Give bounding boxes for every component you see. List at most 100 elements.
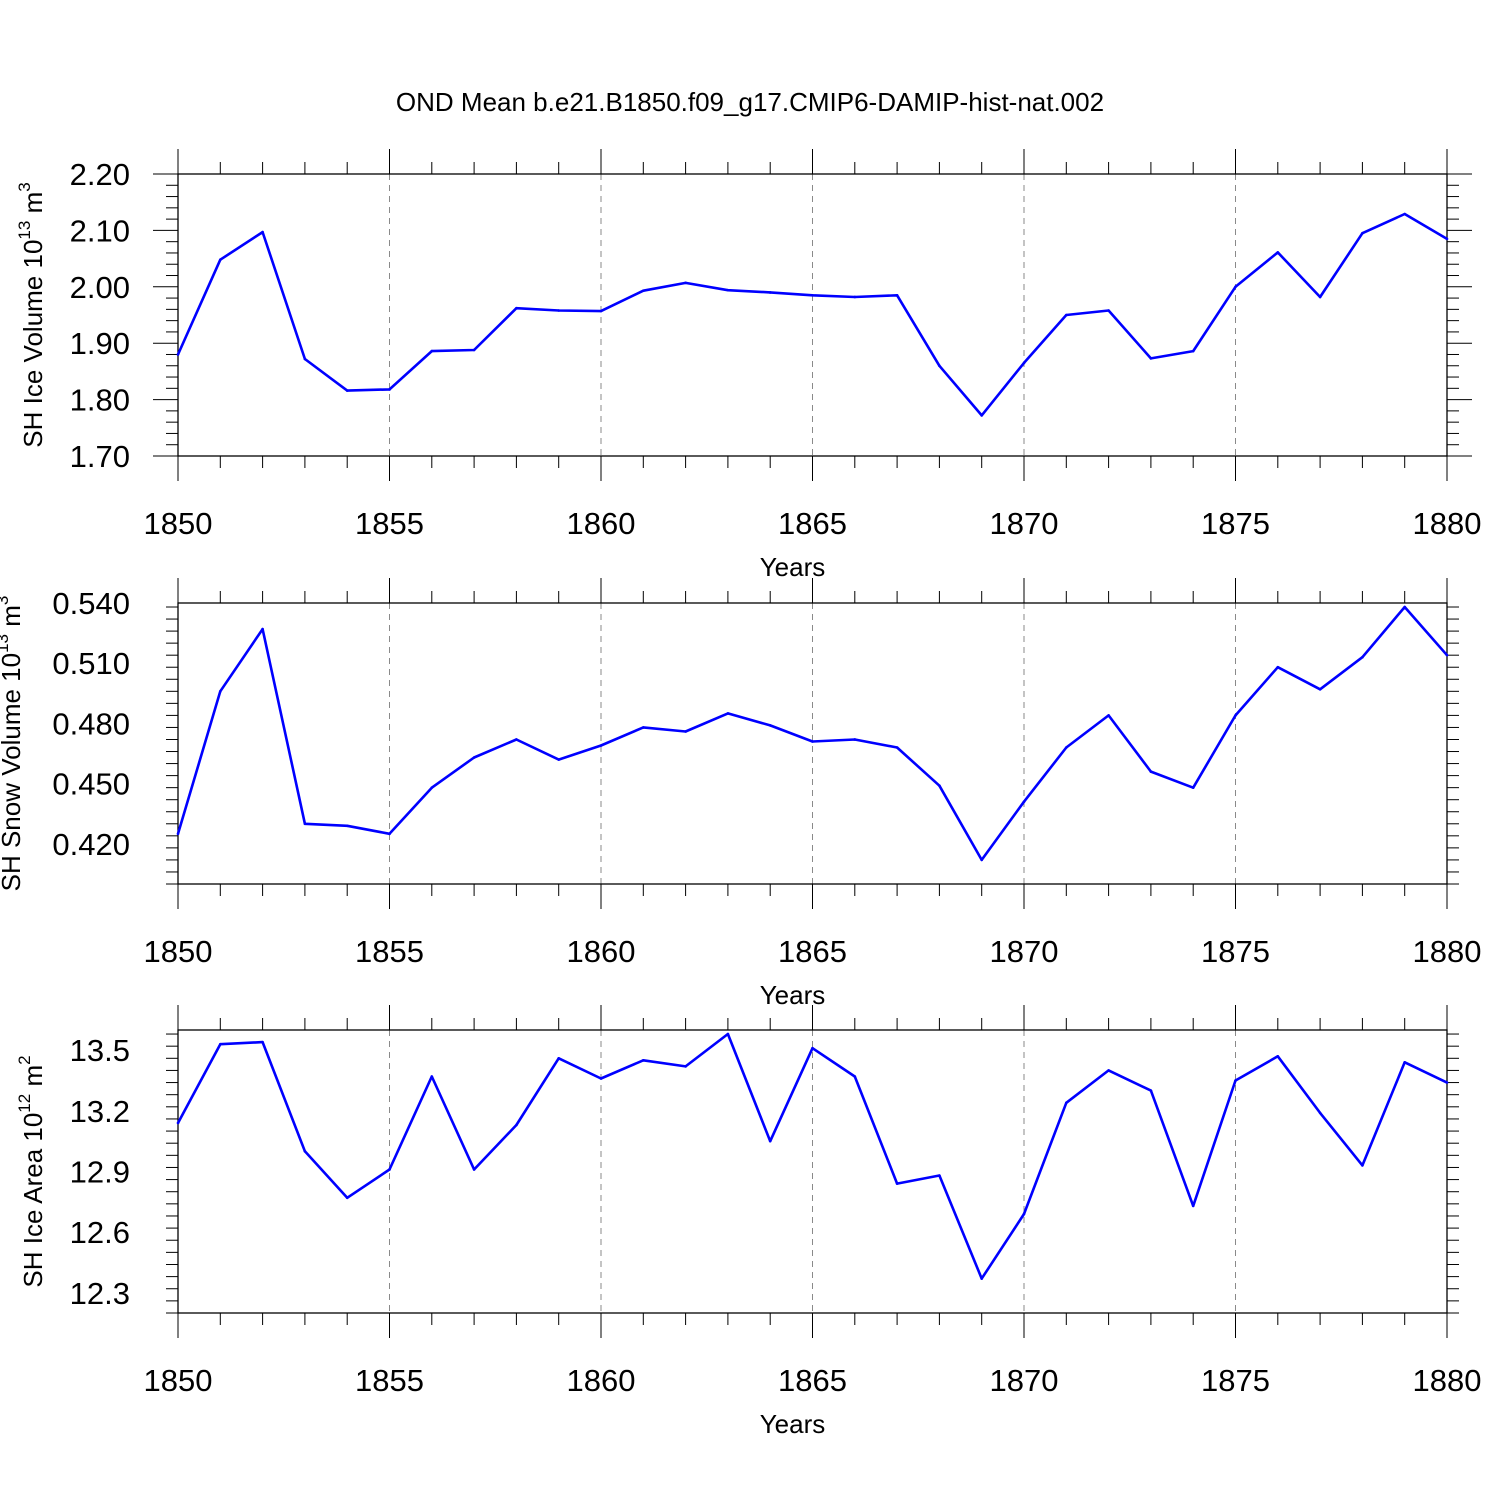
p0-x-tick-label-1860: 1860	[567, 506, 636, 541]
p0-data-point-1854	[345, 389, 349, 392]
p0-data-point-1871	[1065, 313, 1068, 317]
p0-y-tick-label-2: 1.90	[70, 326, 130, 361]
p2-plot-frame	[177, 1029, 1448, 1314]
p1-y-label-unit: m	[0, 605, 26, 634]
p1-x-axis-label: Years	[760, 980, 826, 1010]
p0-data-point-1877	[1318, 295, 1322, 299]
p0-data-point-1862	[684, 281, 687, 285]
p2-data-point-1869	[980, 1277, 983, 1280]
p2-data-point-1857	[472, 1168, 476, 1171]
panel-ice-volume: 1.70 1.80 1.90 2.00 2.10 2.20 1850 1855 1860 1865…	[15, 149, 1481, 582]
p1-data-point-1857	[472, 756, 476, 759]
p0-data-point-1855	[388, 388, 391, 391]
p1-data-point-1873	[1149, 770, 1153, 773]
p2-data-point-1870	[1022, 1212, 1026, 1216]
p2-data-point-1871	[1065, 1101, 1068, 1105]
p2-y-tick-label-4: 13.5	[70, 1033, 130, 1068]
p1-data-point-1876	[1276, 665, 1280, 669]
p2-data-point-1866	[853, 1075, 857, 1078]
p1-data-point-1868	[938, 784, 941, 787]
p2-y-label-base: SH Ice Area 10	[18, 1113, 48, 1288]
p0-data-point-1858	[515, 306, 518, 310]
p2-data-point-1867	[895, 1182, 899, 1185]
p1-data-point-1852	[261, 627, 264, 631]
p2-data-point-1855	[388, 1168, 391, 1171]
p1-data-point-1874	[1191, 786, 1195, 789]
panel-snow-volume: 0.420 0.450 0.480 0.510 0.540 1850 1855 1860 186…	[0, 578, 1481, 1010]
p1-data-point-1880	[1445, 653, 1449, 657]
p1-x-tick-label-1875: 1875	[1201, 934, 1270, 969]
p0-y-tick-label-1: 1.80	[70, 383, 130, 418]
p0-data-point-1860	[599, 309, 603, 313]
p0-plot-frame	[177, 173, 1448, 457]
p1-data-point-1871	[1065, 746, 1068, 749]
p1-x-tick-label-1860: 1860	[567, 934, 636, 969]
p0-x-tick-label-1870: 1870	[990, 506, 1059, 541]
p2-y-tick-label-3: 13.2	[70, 1094, 130, 1129]
p2-data-point-1877	[1318, 1111, 1322, 1115]
p0-data-point-1864	[768, 291, 772, 294]
p0-data-point-1868	[938, 364, 941, 368]
p0-y-label-unit: m	[18, 192, 48, 221]
chart-title: OND Mean b.e21.B1850.f09_g17.CMIP6-DAMIP…	[396, 87, 1104, 117]
p2-data-point-1850	[176, 1121, 180, 1125]
p1-series-line	[176, 605, 1448, 862]
p2-y-label-unit-exponent: 2	[15, 1055, 34, 1064]
p2-x-tick-label-1875: 1875	[1201, 1363, 1270, 1398]
p2-data-point-1863	[726, 1032, 730, 1036]
p2-data-point-1854	[345, 1196, 349, 1200]
p2-x-axis-label: Years	[760, 1409, 826, 1439]
p2-y-tick-label-0: 12.3	[70, 1276, 130, 1311]
p1-data-point-1870	[1022, 800, 1026, 804]
p0-data-point-1873	[1149, 357, 1153, 360]
p2-data-point-1859	[557, 1057, 560, 1060]
p2-data-point-1864	[768, 1139, 772, 1143]
p2-x-tick-label-1880: 1880	[1413, 1363, 1482, 1398]
p2-x-tick-label-1855: 1855	[355, 1363, 424, 1398]
p1-x-tick-label-1865: 1865	[778, 934, 847, 969]
p1-data-point-1867	[895, 746, 899, 749]
p2-data-point-1858	[515, 1123, 518, 1127]
p1-plot-frame	[177, 602, 1448, 885]
p1-data-point-1850	[176, 832, 180, 836]
p1-y-tick-label-3: 0.510	[52, 646, 130, 681]
p0-y-label-unit-exponent: 3	[15, 182, 34, 191]
p1-x-tick-label-1880: 1880	[1413, 934, 1482, 969]
p1-data-point-1878	[1361, 655, 1364, 659]
p1-data-point-1877	[1318, 688, 1322, 691]
p0-data-point-1852	[261, 230, 264, 234]
p1-data-point-1861	[642, 726, 645, 729]
p2-data-point-1872	[1107, 1069, 1110, 1072]
p1-x-tick-label-1870: 1870	[990, 934, 1059, 969]
p1-data-point-1860	[599, 744, 603, 747]
p2-data-point-1868	[938, 1174, 941, 1177]
p1-y-tick-label-2: 0.480	[52, 706, 130, 741]
p1-data-point-1864	[768, 724, 772, 727]
p2-y-tick-label-2: 12.9	[70, 1155, 130, 1190]
p1-y-label-exponent: 13	[0, 634, 12, 653]
p2-x-tick-label-1860: 1860	[567, 1363, 636, 1398]
p1-y-tick-label-4: 0.540	[52, 586, 130, 621]
p0-data-point-1870	[1022, 361, 1026, 365]
p2-x-tick-label-1850: 1850	[144, 1363, 213, 1398]
p1-data-point-1875	[1234, 714, 1237, 717]
p0-x-tick-label-1880: 1880	[1413, 506, 1482, 541]
p0-data-point-1880	[1445, 237, 1449, 241]
p0-data-point-1879	[1403, 212, 1406, 216]
p2-data-point-1853	[303, 1149, 307, 1153]
p0-data-point-1851	[219, 258, 222, 262]
p0-data-point-1857	[472, 348, 476, 352]
p2-data-point-1851	[219, 1042, 222, 1046]
p0-x-axis-label: Years	[760, 552, 826, 582]
p2-data-point-1861	[642, 1059, 645, 1062]
p0-data-point-1867	[895, 293, 899, 297]
p0-data-point-1863	[726, 288, 730, 292]
p2-data-point-1873	[1149, 1089, 1153, 1092]
p2-data-point-1880	[1445, 1081, 1449, 1084]
p2-data-point-1860	[599, 1077, 603, 1080]
p0-data-point-1850	[176, 353, 180, 356]
p0-y-tick-label-0: 1.70	[70, 439, 130, 474]
p1-data-point-1858	[515, 738, 518, 741]
p0-data-point-1856	[430, 349, 434, 353]
p2-data-point-1865	[811, 1046, 814, 1050]
